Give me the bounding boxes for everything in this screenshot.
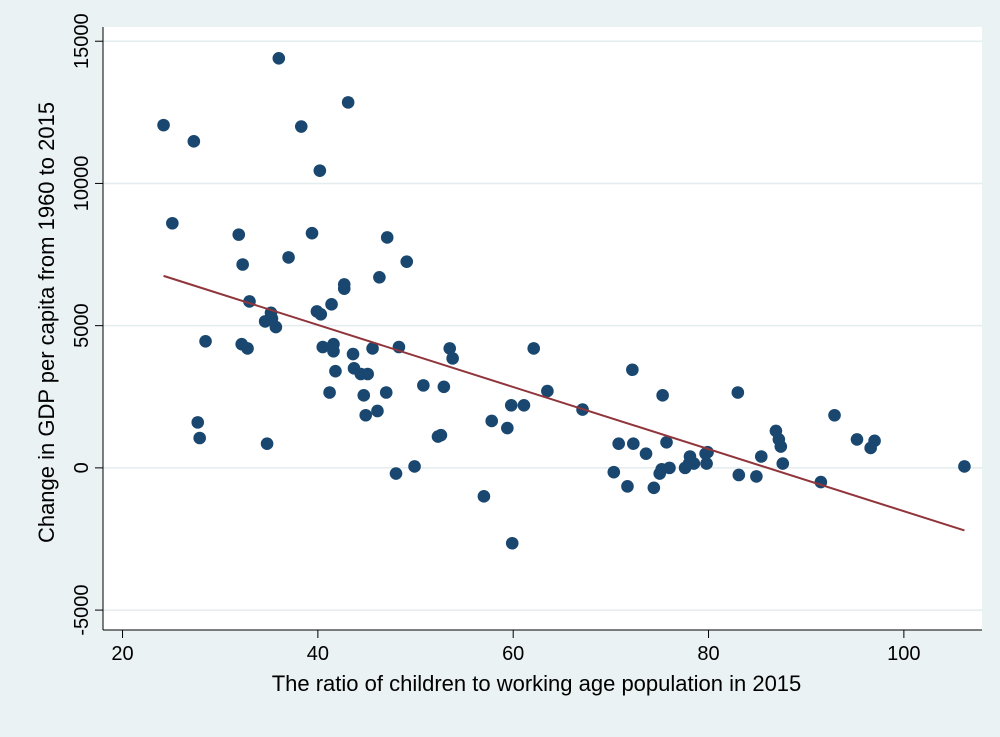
tick-marks: [95, 40, 905, 638]
x-tick-label-80: 80: [697, 643, 719, 665]
data-point-77: [687, 457, 701, 470]
data-point-51: [443, 342, 457, 355]
data-point-1: [166, 216, 179, 230]
data-point-62: [607, 465, 621, 479]
data-point-83: [750, 470, 763, 483]
data-point-32: [346, 347, 360, 361]
axes: [102, 27, 982, 631]
data-point-79: [700, 457, 713, 470]
fit-line-group: [163, 274, 965, 532]
data-point-5: [199, 334, 212, 348]
data-point-4: [193, 431, 206, 445]
data-point-64: [621, 480, 634, 493]
data-point-63: [612, 437, 625, 450]
data-point-81: [731, 386, 745, 399]
data-point-40: [373, 271, 386, 284]
data-point-39: [371, 404, 384, 418]
data-point-0: [157, 118, 170, 132]
data-point-49: [434, 428, 448, 442]
x-tick-label-100: 100: [887, 643, 920, 665]
data-point-3: [191, 416, 205, 429]
data-point-6: [232, 228, 246, 241]
data-point-73: [663, 461, 676, 475]
data-point-42: [380, 231, 394, 244]
y-axis-title: Change in GDP per capita from 1960 to 20…: [34, 102, 59, 543]
y-tick-label-15000: 15000: [71, 13, 93, 69]
data-point-46: [408, 460, 421, 473]
data-points: [157, 51, 971, 550]
data-point-59: [527, 342, 541, 355]
data-point-52: [446, 352, 459, 365]
data-point-30: [337, 278, 351, 291]
gridlines: [103, 40, 982, 611]
data-point-54: [485, 414, 499, 428]
y-tick-label-10000: 10000: [71, 156, 93, 212]
data-point-57: [505, 536, 519, 550]
data-point-53: [477, 490, 491, 503]
data-point-36: [359, 408, 373, 422]
plot-area: [103, 27, 982, 630]
data-point-90: [828, 408, 841, 422]
data-point-2: [187, 135, 201, 148]
data-point-23: [316, 340, 330, 354]
data-point-25: [325, 298, 338, 311]
data-point-9: [241, 342, 254, 355]
y-tick-label--5000: -5000: [71, 585, 93, 636]
data-point-24: [323, 386, 336, 399]
data-point-82: [732, 468, 746, 482]
data-point-28: [329, 364, 342, 378]
data-point-8: [236, 258, 249, 271]
data-point-88: [776, 457, 790, 470]
data-point-18: [294, 120, 308, 133]
data-point-94: [958, 460, 971, 473]
data-point-41: [379, 386, 393, 399]
data-point-65: [626, 363, 639, 377]
x-axis-title: The ratio of children to working age pop…: [272, 671, 802, 696]
data-point-91: [850, 433, 864, 446]
data-point-43: [389, 467, 403, 480]
data-point-66: [627, 437, 640, 450]
data-point-50: [437, 380, 451, 394]
data-point-27: [327, 337, 340, 351]
data-point-56: [504, 398, 518, 412]
data-point-17: [282, 251, 295, 264]
data-point-71: [656, 389, 669, 402]
data-point-47: [417, 379, 430, 392]
fit-line: [163, 274, 965, 532]
tick-labels: 20 40 60 80 100 -5000 0 5000 10000 15000: [71, 13, 921, 665]
data-point-55: [501, 421, 514, 435]
data-point-84: [754, 450, 768, 463]
data-point-37: [361, 367, 374, 381]
data-point-16: [272, 51, 286, 65]
x-tick-label-40: 40: [307, 643, 329, 665]
data-point-58: [517, 398, 531, 412]
y-tick-label-0: 0: [71, 462, 93, 473]
data-point-31: [341, 96, 355, 109]
data-point-19: [305, 226, 319, 240]
data-point-60: [541, 384, 554, 398]
data-point-67: [639, 447, 653, 460]
data-point-72: [660, 435, 673, 449]
data-point-21: [313, 164, 327, 177]
data-point-12: [260, 437, 274, 450]
x-tick-label-60: 60: [502, 643, 524, 665]
data-point-93: [868, 434, 881, 448]
data-point-15: [269, 320, 283, 334]
data-point-45: [400, 255, 414, 268]
data-point-35: [357, 389, 371, 402]
data-point-38: [366, 342, 379, 355]
data-point-87: [774, 440, 788, 453]
y-tick-label-5000: 5000: [71, 303, 93, 348]
x-tick-label-20: 20: [111, 643, 133, 665]
data-point-22: [314, 307, 328, 321]
data-point-68: [647, 481, 661, 495]
